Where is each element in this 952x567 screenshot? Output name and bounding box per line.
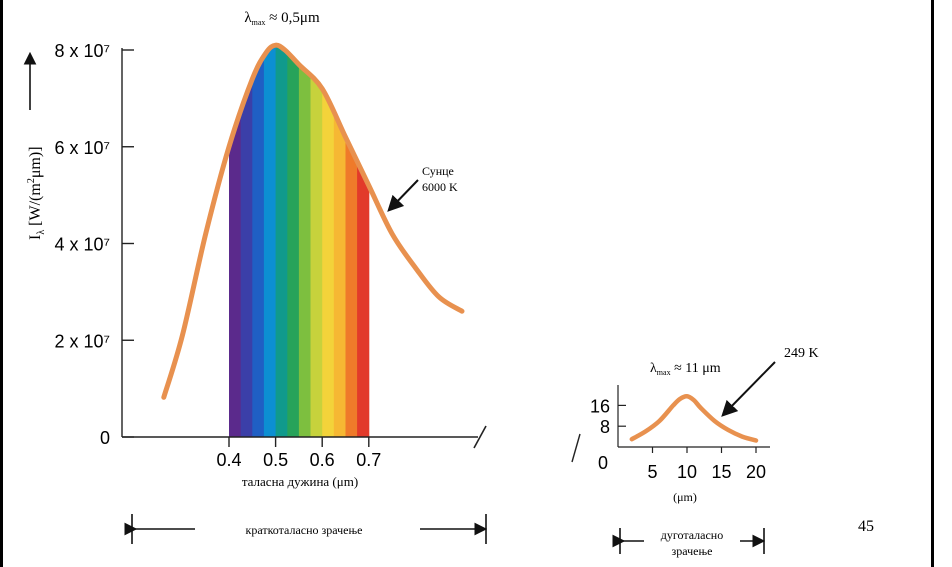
inset-y-tick-label: 8	[600, 417, 610, 437]
y-tick-label: 4 x 10⁷	[54, 235, 110, 255]
slide-left-border	[0, 0, 3, 567]
page-number: 45	[858, 518, 874, 535]
inset-x-tick-label: 5	[647, 462, 657, 482]
spectrum-stripe	[287, 45, 300, 437]
spectrum-stripe	[322, 45, 335, 437]
inset-y-tick-group: 816	[590, 396, 626, 437]
visible-spectrum-band	[229, 45, 370, 437]
sun-annotation-line2: 6000 K	[422, 180, 458, 194]
y-tick-label: 8 x 10⁷	[54, 41, 110, 61]
inset-x-axis-label: (μm)	[673, 490, 697, 504]
spectrum-stripe	[275, 45, 288, 437]
chart-title: λmax ≈ 0,5μm	[244, 10, 320, 27]
spectrum-stripe	[298, 45, 312, 437]
earth-annotation-arrow	[721, 361, 776, 417]
spectrum-stripe	[345, 45, 358, 437]
sun-emission-curve	[161, 42, 465, 400]
y-tick-group: 0 2 x 10⁷ 4 x 10⁷ 6 x 10⁷ 8 x 10⁷	[54, 41, 134, 448]
inset-x-tick-label: 10	[677, 462, 697, 482]
slide-right-border	[931, 0, 934, 567]
inset-y-tick-label: 16	[590, 396, 610, 416]
svg-text:Iλ [W/(m2μm)]: Iλ [W/(m2μm)]	[26, 146, 47, 240]
inset-x-tick-label: 0	[598, 453, 608, 473]
y-tick-label: 0	[100, 428, 110, 448]
spectrum-stripe	[263, 45, 277, 437]
x-tick-label: 0.7	[356, 450, 381, 470]
y-tick-label: 6 x 10⁷	[54, 138, 110, 158]
earth-emission-curve	[629, 394, 759, 443]
spectrum-stripe	[229, 45, 242, 437]
inset-x-tick-group: 0 5 10 15 20	[598, 447, 766, 482]
sun-annotation-line1: Сунце	[422, 164, 454, 178]
longwave-band-label-line1: дуготаласно	[661, 528, 723, 542]
y-tick-label: 2 x 10⁷	[54, 331, 110, 351]
spectrum-stripe	[240, 45, 253, 437]
spectrum-stripe	[252, 45, 265, 437]
shortwave-band-indicator: краткоталасно зрачење	[124, 514, 488, 544]
shortwave-band-label: краткоталасно зрачење	[246, 523, 363, 537]
inset-axis-break	[571, 433, 581, 463]
inset-x-tick-label: 20	[746, 462, 766, 482]
spectrum-stripe	[310, 45, 323, 437]
inset-title: λmax ≈ 11 μm	[650, 361, 721, 377]
longwave-band-label-line2: зрачење	[672, 544, 713, 558]
earth-annotation: 249 K	[784, 346, 819, 361]
x-tick-label: 0.5	[263, 450, 288, 470]
longwave-band-indicator: дуготаласно зрачење	[612, 528, 766, 558]
x-tick-label: 0.4	[216, 450, 241, 470]
sun-annotation-arrow	[387, 179, 419, 212]
spectrum-stripe	[357, 45, 370, 437]
x-axis-label: таласна дужина (μm)	[242, 474, 358, 489]
x-tick-label: 0.6	[310, 450, 335, 470]
spectrum-stripe	[333, 45, 346, 437]
y-axis-label: Iλ [W/(m2μm)]	[23, 51, 47, 240]
earth-chart: 816 0 5 10 15 20 λmax ≈ 11 μm 249 K (μm) дуг…	[571, 346, 819, 558]
x-tick-group: 0.4 0.5 0.6 0.7	[216, 437, 381, 470]
x-axis-break	[473, 425, 487, 449]
sun-annotation: Сунце 6000 K	[387, 164, 458, 212]
inset-x-tick-label: 15	[711, 462, 731, 482]
